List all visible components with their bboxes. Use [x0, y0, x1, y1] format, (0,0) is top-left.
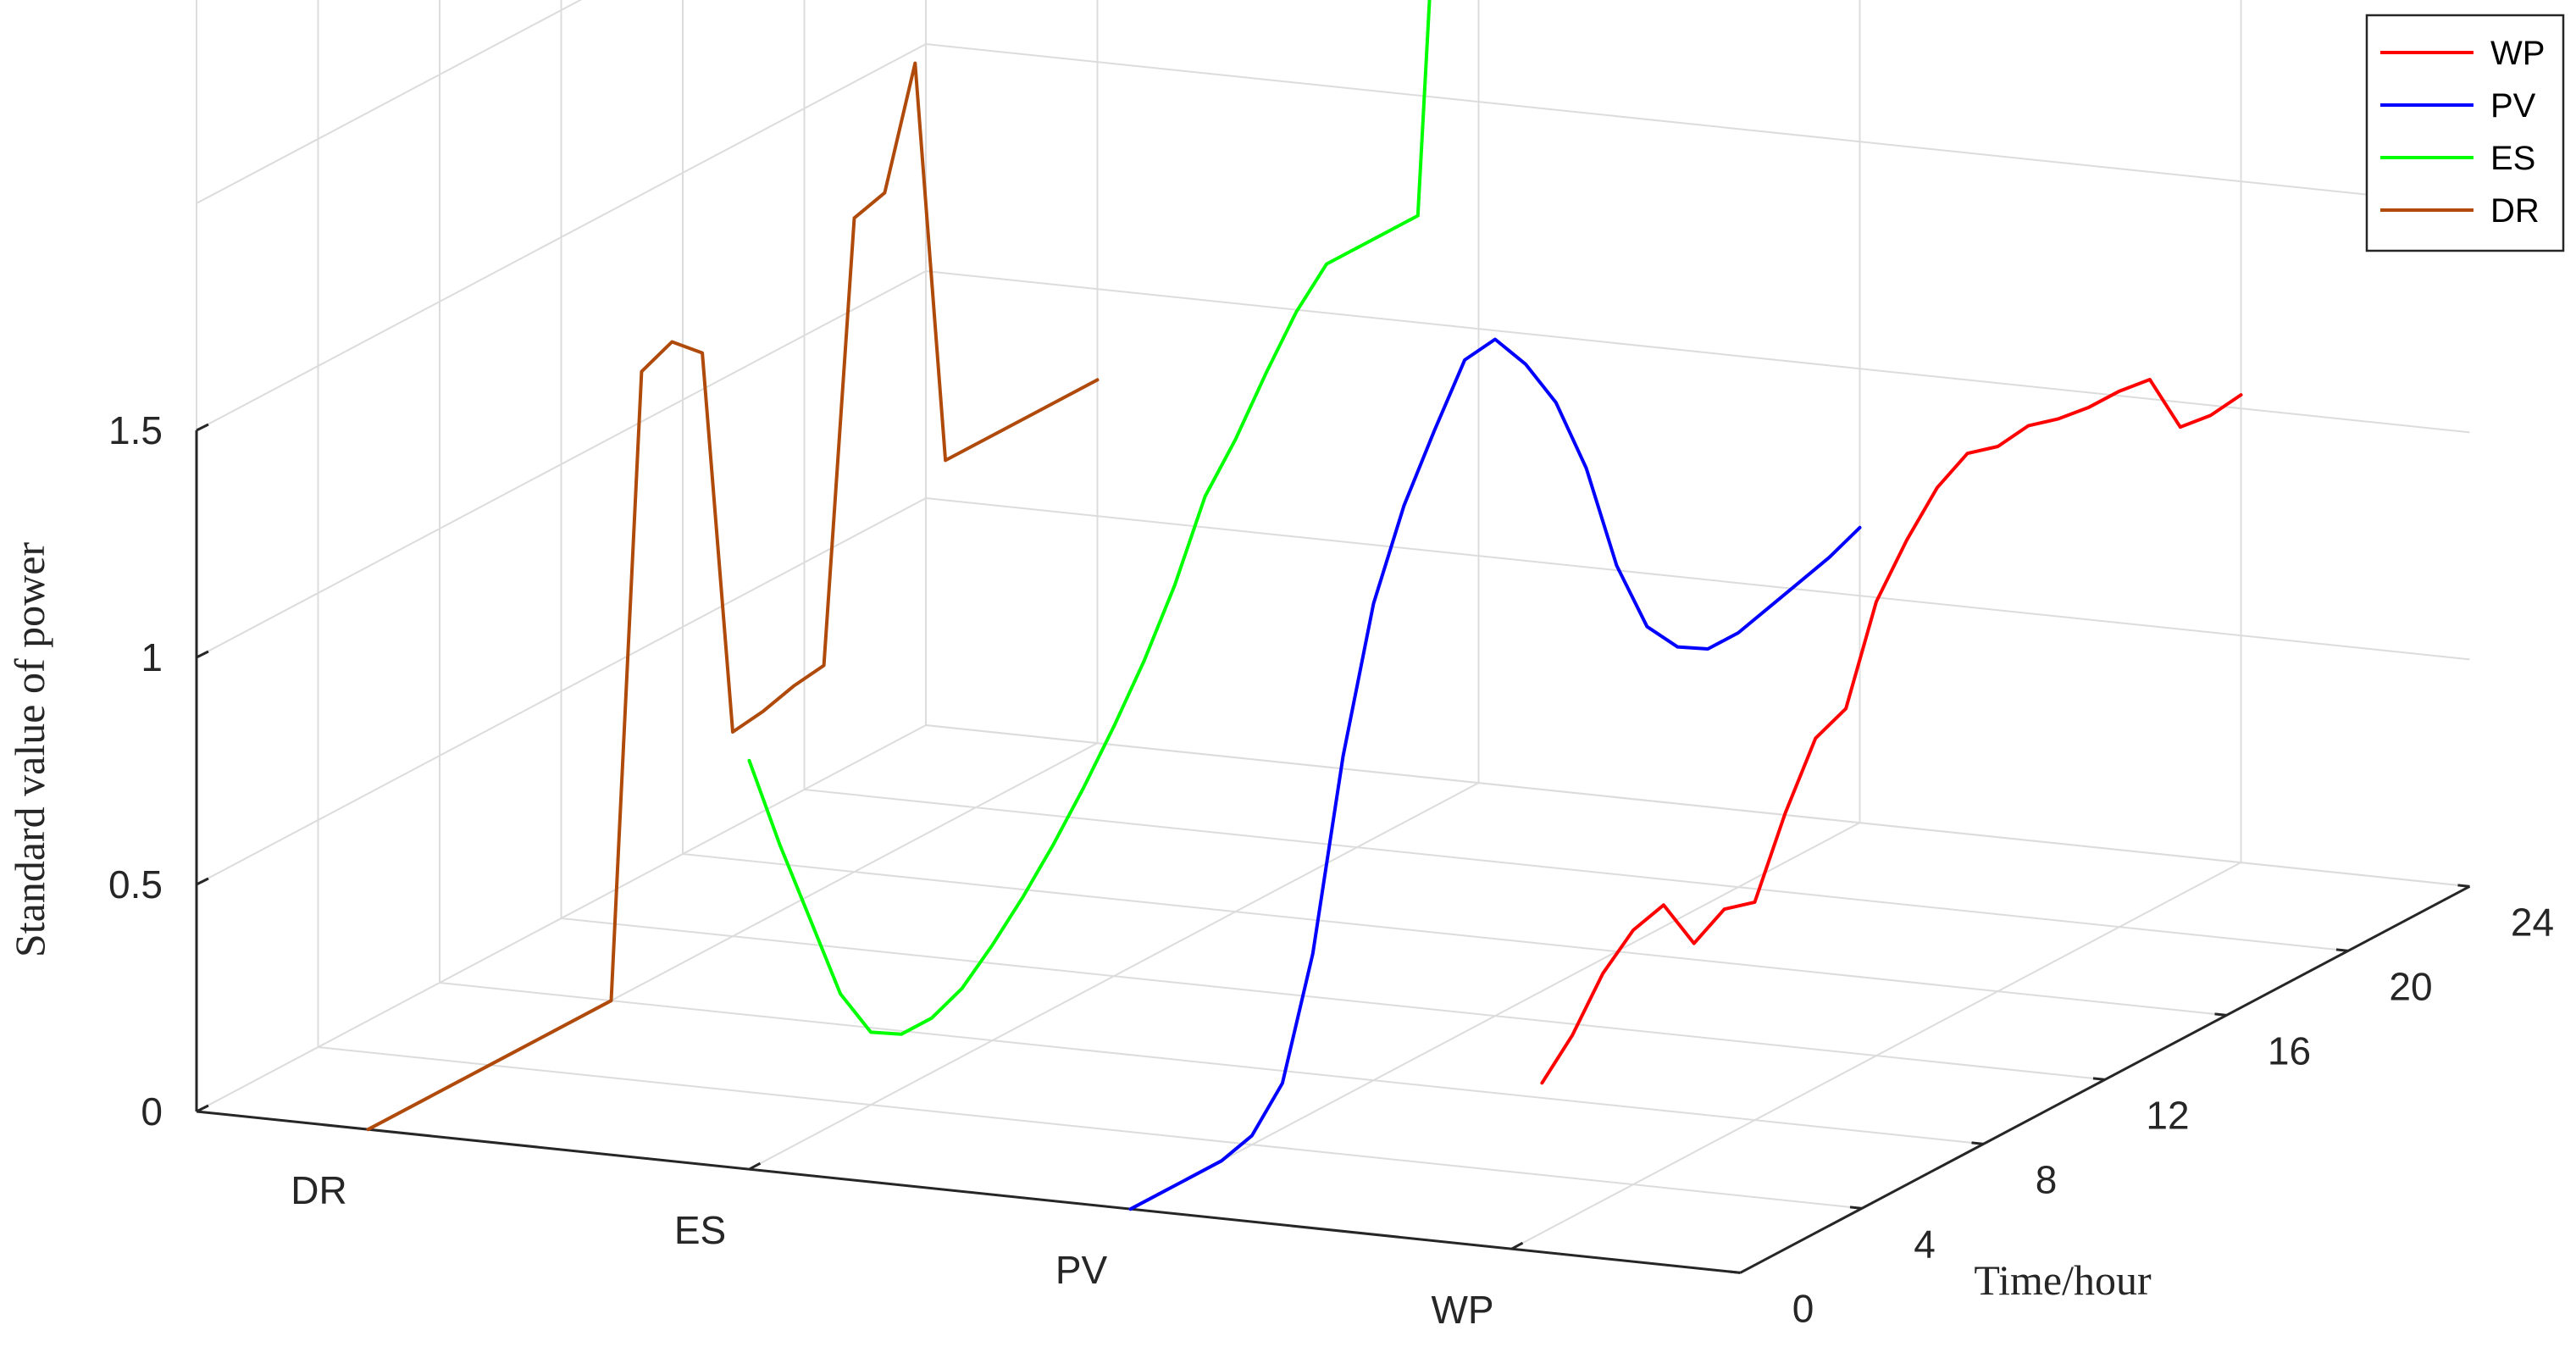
y-tick-label: 0 — [1792, 1286, 1814, 1330]
grid-line — [925, 43, 2470, 207]
grid-line — [925, 724, 2470, 888]
grid-line — [925, 270, 2470, 434]
y-tick — [2335, 948, 2349, 952]
z-tick-label: 0.5 — [108, 862, 163, 906]
z-tick-label: 1.5 — [108, 408, 163, 452]
legend-label-dr: DR — [2490, 192, 2540, 230]
y-tick — [1728, 1270, 1741, 1274]
x-tick — [748, 1161, 762, 1171]
y-axis-title: Time/hour — [1974, 1256, 2152, 1304]
y-tick — [1971, 1141, 1984, 1145]
y-tick — [2457, 884, 2470, 888]
y-tick — [2214, 1012, 2227, 1017]
y-tick-label: 12 — [2146, 1093, 2189, 1137]
legend-items: WP PV ES DR — [2380, 35, 2545, 230]
axes — [195, 423, 2471, 1274]
z-tick — [196, 423, 209, 432]
legend-label-wp: WP — [2490, 35, 2545, 72]
y-tick — [1849, 1206, 1863, 1210]
z-tick-label: 1 — [141, 635, 163, 679]
grid-line — [1511, 862, 2241, 1250]
z-axis-title: Standard value of power — [6, 542, 53, 957]
y-tick-label: 8 — [2036, 1157, 2058, 1201]
grid-line — [318, 1046, 1863, 1210]
category-label-es: ES — [674, 1208, 726, 1252]
tick-labels: 0 0.5 1 1.5 DR ES PV WP 0 4 8 12 16 20 24 — [108, 408, 2554, 1332]
grid-lines — [196, 0, 2470, 1274]
grid-line — [925, 497, 2470, 661]
grid-line — [561, 917, 2106, 1081]
z-tick — [196, 1104, 209, 1113]
series-line-pv — [1128, 337, 1862, 1211]
series-line-es — [747, 0, 1432, 1036]
y-tick — [2092, 1077, 2106, 1081]
y-tick-label: 24 — [2511, 900, 2554, 944]
grid-line — [749, 782, 1479, 1171]
legend-label-es: ES — [2490, 140, 2535, 177]
category-label-dr: DR — [291, 1168, 346, 1212]
series-line-wp — [1540, 378, 2243, 1085]
grid-line — [439, 982, 1984, 1145]
y-tick-label: 4 — [1914, 1222, 1936, 1266]
z-tick-label: 0 — [141, 1089, 163, 1134]
grid-line — [1130, 822, 1860, 1211]
z-tick — [196, 877, 209, 886]
z-tick — [196, 650, 209, 659]
x-tick — [1510, 1241, 1524, 1250]
x-axis-line — [196, 1110, 1741, 1274]
y-tick-label: 16 — [2268, 1028, 2311, 1073]
legend: WP PV ES DR — [2365, 14, 2565, 252]
series-line-dr — [366, 61, 1100, 1132]
series-lines — [366, 0, 2243, 1211]
category-label-pv: PV — [1055, 1248, 1108, 1292]
grid-line — [804, 789, 2349, 952]
grid-line — [682, 853, 2227, 1017]
y-tick-label: 20 — [2389, 964, 2432, 1008]
category-label-wp: WP — [1431, 1288, 1493, 1332]
legend-label-pv: PV — [2490, 87, 2536, 125]
